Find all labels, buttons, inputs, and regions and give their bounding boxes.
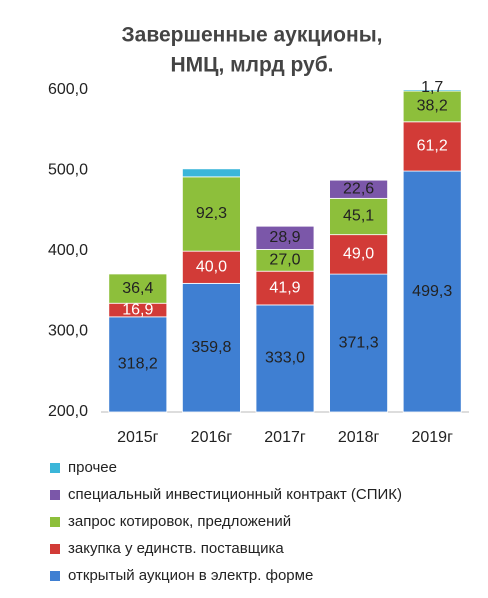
data-label: 49,0 xyxy=(343,246,374,263)
chart-title: НМЦ, млрд руб. xyxy=(170,54,333,77)
bar-segment xyxy=(402,90,462,123)
legend-label: специальный инвестиционный контракт (СПИ… xyxy=(68,486,402,503)
data-label: 40,0 xyxy=(196,258,227,275)
data-label: 499,3 xyxy=(412,283,452,300)
y-tick-label: 300,0 xyxy=(48,323,88,340)
data-label: 61,2 xyxy=(417,138,448,155)
chart-title: Завершенные аукционы, xyxy=(122,24,383,47)
data-label: 371,3 xyxy=(339,334,379,351)
bar-segment xyxy=(329,197,389,236)
x-tick-label: 2018г xyxy=(338,429,380,446)
data-label: 22,6 xyxy=(343,180,374,197)
legend-marker xyxy=(50,490,60,500)
x-tick-label: 2016г xyxy=(191,429,233,446)
data-label: 1,7 xyxy=(421,79,443,96)
y-tick-label: 200,0 xyxy=(48,403,88,420)
data-label: 28,9 xyxy=(269,229,300,246)
y-tick-label: 600,0 xyxy=(48,81,88,98)
legend-label: открытый аукцион в электр. форме xyxy=(68,567,313,584)
bar-segment xyxy=(108,316,168,413)
bar-segment xyxy=(181,250,241,284)
legend-label: прочее xyxy=(68,459,117,476)
legend-label: закупка у единств. поставщика xyxy=(68,540,284,557)
bar-segment xyxy=(108,273,168,304)
legend-marker xyxy=(50,544,60,554)
data-label: 27,0 xyxy=(269,252,300,269)
data-label: 92,3 xyxy=(196,205,227,222)
bar-segment xyxy=(181,176,241,252)
x-tick-label: 2019г xyxy=(411,429,453,446)
bar-segment xyxy=(329,234,389,275)
legend-marker xyxy=(50,517,60,527)
data-label: 16,9 xyxy=(122,301,153,318)
data-label: 45,1 xyxy=(343,208,374,225)
bar-segment xyxy=(329,179,389,199)
bar-segment xyxy=(402,89,462,92)
data-label: 333,0 xyxy=(265,350,305,367)
bar-segment xyxy=(402,121,462,172)
data-label: 359,8 xyxy=(191,339,231,356)
bar-segment xyxy=(181,168,241,178)
bar-segment xyxy=(255,304,315,413)
y-tick-label: 500,0 xyxy=(48,162,88,179)
bar-segment xyxy=(255,225,315,250)
data-label: 38,2 xyxy=(417,98,448,115)
data-label: 36,4 xyxy=(122,280,153,297)
x-tick-label: 2017г xyxy=(264,429,306,446)
x-tick-label: 2015г xyxy=(117,429,159,446)
bar-segment xyxy=(255,270,315,306)
data-label: 41,9 xyxy=(269,279,300,296)
legend-marker xyxy=(50,571,60,581)
bar-segment xyxy=(181,282,241,413)
legend-label: запрос котировок, предложений xyxy=(68,513,291,530)
legend-marker xyxy=(50,463,60,473)
data-label: 318,2 xyxy=(118,356,158,373)
bar-segment xyxy=(329,273,389,413)
y-tick-label: 400,0 xyxy=(48,242,88,259)
